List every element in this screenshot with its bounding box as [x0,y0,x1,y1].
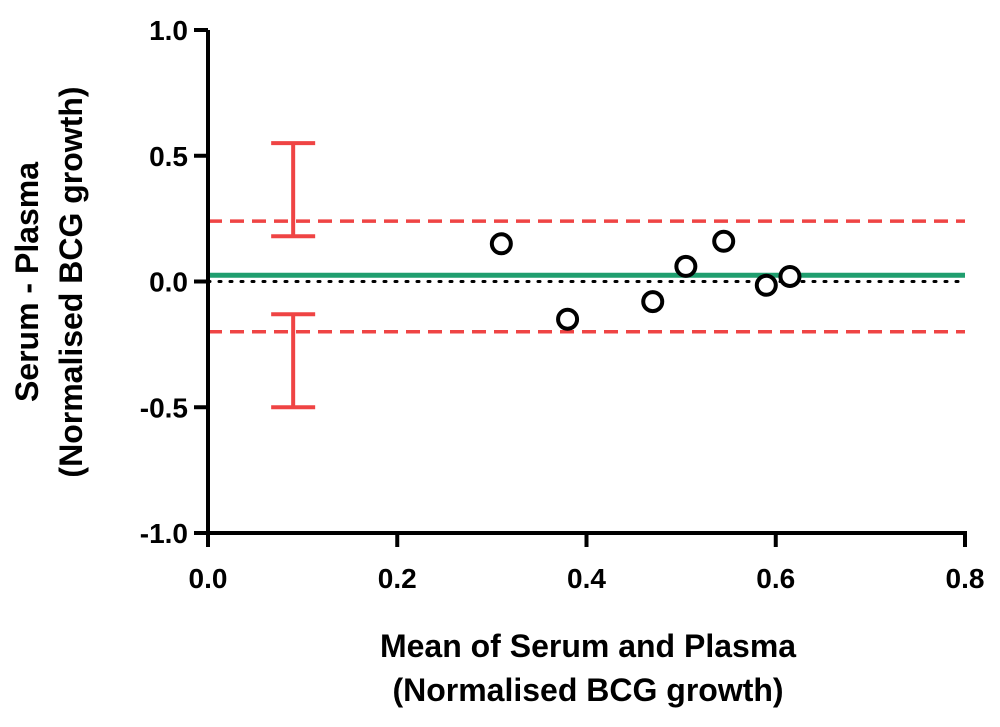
data-point-1 [489,232,513,256]
y-tick-label: -0.5 [140,392,188,423]
reference-lines [206,219,967,334]
x-tick-label: 0.6 [756,563,795,594]
upper-loa-ci-bar [271,141,316,239]
x-axis-title-line1: Mean of Serum and Plasma [380,628,796,664]
x-tick-label: 0.2 [378,563,417,594]
y-tick-label: 1.0 [149,15,188,46]
x-tick-label: 0.0 [189,563,228,594]
y-axis-title-line2: (Normalised BCG growth) [53,86,89,477]
confidence-interval-bars [271,141,316,410]
y-tick-label: -1.0 [140,518,188,549]
axes: 1.00.50.0-0.5-1.00.0 0.2 0.4 0.6 0.8 [140,15,985,594]
x-tick-label: 0.4 [567,563,606,594]
data-point-7 [778,264,802,288]
y-tick-label: 0.0 [149,267,188,298]
data-point-3 [641,290,665,314]
data-point-5 [712,229,736,253]
y-tick-label: 0.5 [149,141,188,172]
y-axis-title-line1: Serum - Plasma [9,162,45,402]
data-points [489,229,802,331]
lower-loa-ci-bar [271,312,316,410]
x-tick-label: 0.8 [946,563,985,594]
data-point-4 [674,254,698,278]
data-point-6 [754,273,778,297]
data-point-2 [556,307,580,331]
x-axis-title-line2: (Normalised BCG growth) [392,672,783,708]
